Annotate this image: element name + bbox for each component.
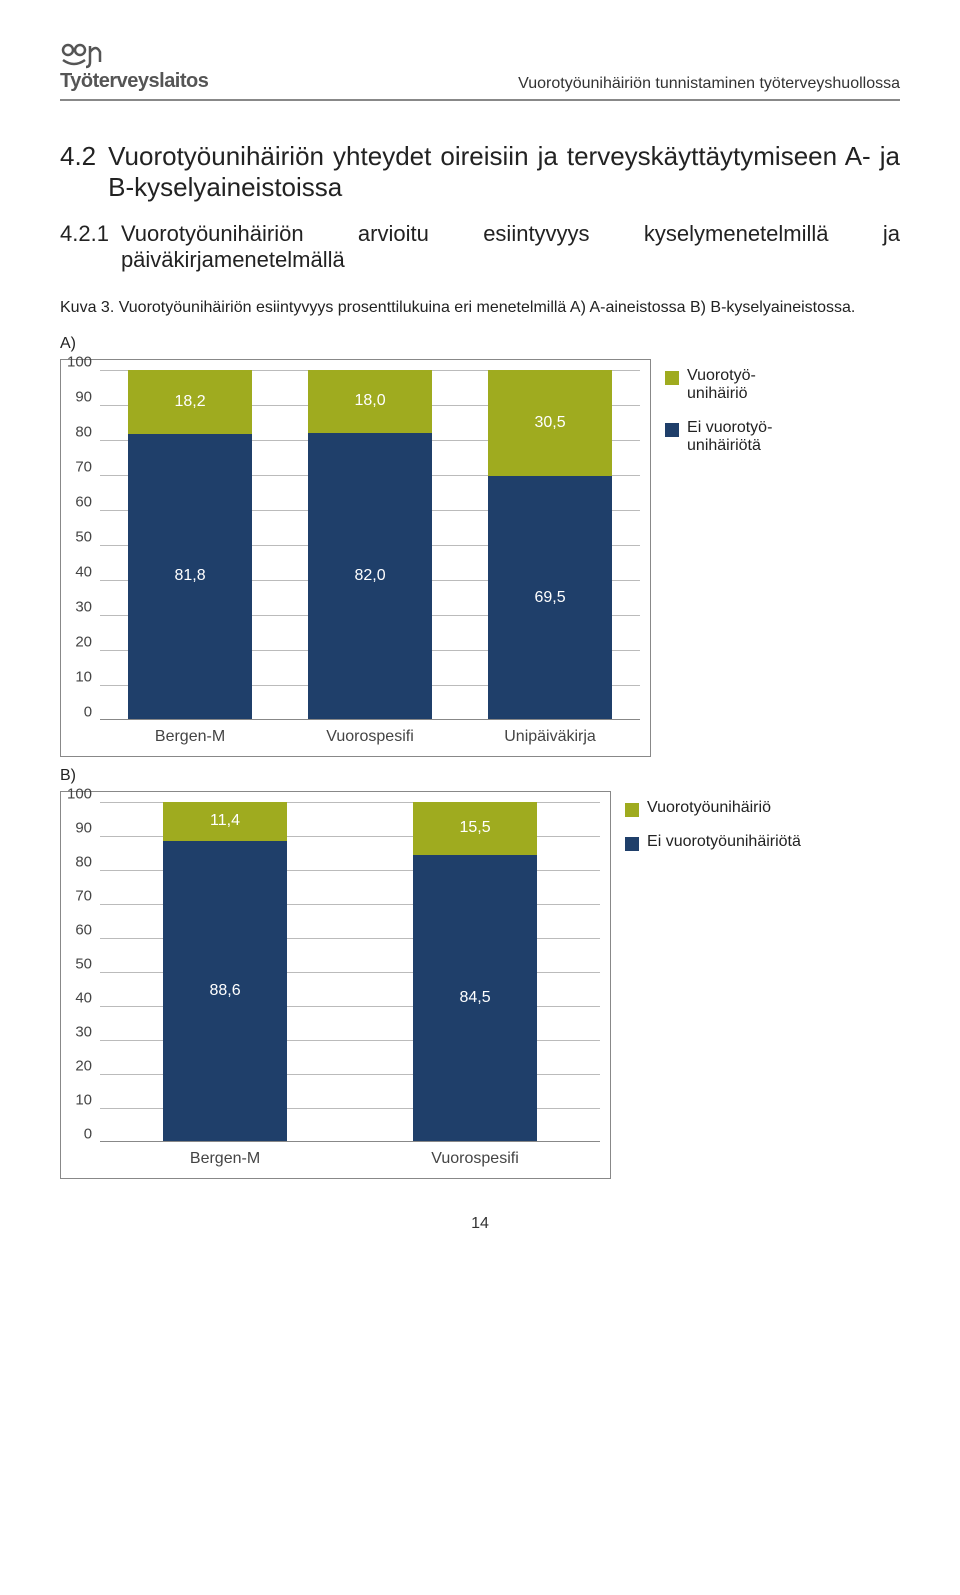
chart-b-plot: 11,488,6 15,584,5: [100, 802, 600, 1142]
logo-text: Työterveyslaitos: [60, 70, 208, 93]
legend-swatch: [665, 371, 679, 385]
legend-item: Ei vuorotyöunihäiriötä: [625, 833, 801, 851]
bar-segment-no-disorder: 88,6: [163, 841, 287, 1141]
legend-label: Vuorotyö-unihäiriö: [687, 367, 756, 403]
bar-segment-disorder: 18,0: [308, 370, 432, 433]
chart-a-legend: Vuorotyö-unihäiriö Ei vuorotyö-unihäiriöt…: [665, 359, 772, 463]
bar-stack: 11,488,6: [163, 802, 287, 1141]
subsection-title: Vuorotyöunihäiriön arvioitu esiintyvyys …: [121, 221, 900, 273]
page-number: 14: [60, 1215, 900, 1233]
chart-b-y-axis: 1009080706050403020100: [67, 802, 100, 1142]
bar-segment-no-disorder: 69,5: [488, 476, 612, 719]
subsection-number: 4.2.1: [60, 221, 121, 273]
bar-segment-disorder: 15,5: [413, 802, 537, 855]
chart-a: 1009080706050403020100 18,281,8 18,082,0 3…: [60, 359, 900, 757]
logo-mark-icon: [60, 40, 104, 70]
legend-item: Vuorotyöunihäiriö: [625, 799, 801, 817]
page-header: Työterveyslaitos Vuorotyöunihäiriön tunn…: [60, 40, 900, 101]
bar-segment-disorder: 30,5: [488, 370, 612, 476]
running-title: Vuorotyöunihäiriön tunnistaminen työterv…: [518, 75, 900, 93]
chart-a-box: 1009080706050403020100 18,281,8 18,082,0 3…: [60, 359, 651, 757]
legend-swatch: [665, 423, 679, 437]
bar-stack: 18,082,0: [308, 370, 432, 719]
legend-label: Ei vuorotyö-unihäiriötä: [687, 419, 772, 455]
chart-b-x-labels: Bergen-M Vuorospesifi: [100, 1150, 600, 1168]
bar-segment-disorder: 11,4: [163, 802, 287, 841]
chart-a-x-labels: Bergen-M Vuorospesifi Unipäiväkirja: [100, 728, 640, 746]
legend-swatch: [625, 837, 639, 851]
chart-a-y-axis: 1009080706050403020100: [67, 370, 100, 720]
x-tick-label: Unipäiväkirja: [488, 728, 612, 746]
panel-b-label: B): [60, 767, 900, 785]
legend-label: Vuorotyöunihäiriö: [647, 799, 771, 817]
bar-stack: 30,569,5: [488, 370, 612, 719]
legend-item: Ei vuorotyö-unihäiriötä: [665, 419, 772, 455]
legend-item: Vuorotyö-unihäiriö: [665, 367, 772, 403]
bar-segment-disorder: 18,2: [128, 370, 252, 434]
bar-segment-no-disorder: 82,0: [308, 433, 432, 719]
chart-b: 1009080706050403020100 11,488,615,584,5 …: [60, 791, 900, 1179]
subsection-heading: 4.2.1 Vuorotyöunihäiriön arvioitu esiint…: [60, 221, 900, 273]
section-number: 4.2: [60, 141, 108, 203]
x-tick-label: Vuorospesifi: [308, 728, 432, 746]
chart-b-legend: Vuorotyöunihäiriö Ei vuorotyöunihäiriötä: [625, 791, 801, 859]
chart-b-box: 1009080706050403020100 11,488,615,584,5 …: [60, 791, 611, 1179]
section-title: Vuorotyöunihäiriön yhteydet oireisiin ja…: [108, 141, 900, 203]
brand-logo: Työterveyslaitos: [60, 40, 208, 93]
bar-stack: 18,281,8: [128, 370, 252, 719]
legend-swatch: [625, 803, 639, 817]
figure-caption: Kuva 3. Vuorotyöunihäiriön esiintyvyys p…: [60, 299, 900, 317]
legend-label: Ei vuorotyöunihäiriötä: [647, 833, 801, 851]
bar-stack: 15,584,5: [413, 802, 537, 1141]
x-tick-label: Vuorospesifi: [413, 1150, 537, 1168]
panel-a-label: A): [60, 335, 900, 353]
x-tick-label: Bergen-M: [128, 728, 252, 746]
bar-segment-no-disorder: 84,5: [413, 855, 537, 1141]
bar-segment-no-disorder: 81,8: [128, 434, 252, 719]
x-tick-label: Bergen-M: [163, 1150, 287, 1168]
chart-a-plot: 18,281,8 18,082,0 30,569,5: [100, 370, 640, 720]
section-heading: 4.2 Vuorotyöunihäiriön yhteydet oireisii…: [60, 141, 900, 203]
